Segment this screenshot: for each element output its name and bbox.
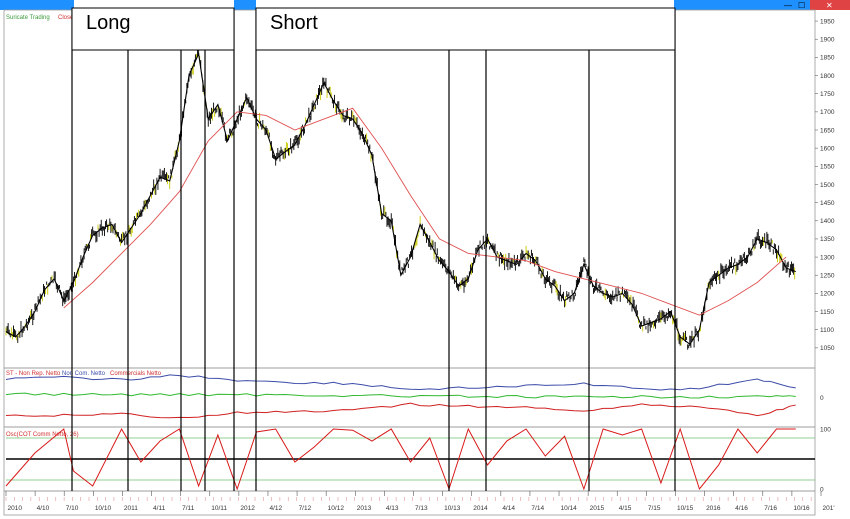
x-tick-label: 10/13 <box>444 505 461 512</box>
osc-tick-label: 100 <box>820 426 831 433</box>
x-tick-label: 2010 <box>8 505 23 512</box>
cot-zero-label: 0 <box>820 395 824 402</box>
x-tick-label: 10/15 <box>677 505 694 512</box>
y-tick-label: 1950 <box>820 18 835 25</box>
close-icon: ✕ <box>826 1 833 10</box>
long-label: Long <box>86 12 131 34</box>
y-tick-label: 1400 <box>820 218 835 225</box>
x-tick-label: 7/11 <box>182 505 195 512</box>
x-tick-label: 4/16 <box>735 505 748 512</box>
x-tick-label: 10/16 <box>793 505 810 512</box>
x-tick-label: 2016 <box>706 505 721 512</box>
x-tick-label: 10/12 <box>328 505 345 512</box>
time-axis: 2010 4/10 7/10 10/10 2011 4/11 7/11 10/11 2012 4/… <box>5 491 835 512</box>
title-bar-gap-left <box>74 0 234 10</box>
y-tick-label: 1750 <box>820 91 835 98</box>
x-tick-label: 4/13 <box>386 505 399 512</box>
y-tick-label: 1800 <box>820 73 835 80</box>
legend-osc: Osc(COT Comm Netto, 26) <box>6 432 79 438</box>
x-tick-label: 7/15 <box>648 505 661 512</box>
osc-tick-label: 0 <box>820 486 824 493</box>
x-tick-label: 7/14 <box>531 505 544 512</box>
maximize-button[interactable]: ☐ <box>798 1 805 10</box>
cot-series-layer: 0 <box>5 374 824 419</box>
legend-noncomm: Non Com. Netto <box>62 371 106 377</box>
x-tick-label: 10/10 <box>95 505 112 512</box>
cot-line-commercials-netto <box>5 402 796 419</box>
minimize-button[interactable]: — <box>784 1 792 10</box>
x-tick-label: 10/11 <box>211 505 227 512</box>
x-tick-label: 201' <box>823 505 835 512</box>
x-tick-label: 2013 <box>357 505 372 512</box>
x-tick-label: 7/10 <box>66 505 79 512</box>
y-tick-label: 1150 <box>820 309 834 316</box>
osc-series-layer: 0 100 <box>5 426 831 493</box>
close-button[interactable] <box>810 0 850 10</box>
x-tick-label: 4/12 <box>269 505 282 512</box>
cot-line-non-com-netto <box>5 374 796 391</box>
legend-nonrep: ST - Non Rep. Netto <box>6 371 61 377</box>
price-axis: 1050 1100 1150 1200 1250 1300 1350 1400 1450 1500… <box>815 18 835 352</box>
title-bar-gap-right <box>256 0 674 10</box>
cot-line-st-non-rep-netto <box>5 392 796 399</box>
x-tick-label: 4/10 <box>37 505 50 512</box>
short-label: Short <box>270 12 318 34</box>
long-banner <box>71 7 235 51</box>
y-tick-label: 1100 <box>820 327 834 334</box>
x-tick-label: 7/13 <box>415 505 428 512</box>
y-tick-label: 1050 <box>820 345 835 352</box>
y-tick-label: 1500 <box>820 182 835 189</box>
x-tick-label: 4/11 <box>153 505 166 512</box>
annotation-lines <box>71 10 676 491</box>
x-tick-label: 2015 <box>590 505 605 512</box>
short-banner <box>255 7 676 51</box>
y-tick-label: 1850 <box>820 55 835 62</box>
price-line <box>5 51 796 346</box>
y-tick-label: 1200 <box>820 291 835 298</box>
x-tick-label: 4/14 <box>502 505 515 512</box>
legend-commercials: Commercials Netto <box>110 371 162 377</box>
y-tick-label: 1300 <box>820 254 835 261</box>
y-tick-label: 1900 <box>820 37 835 44</box>
y-tick-label: 1450 <box>820 200 835 207</box>
y-tick-label: 1350 <box>820 236 835 243</box>
x-tick-label: 10/14 <box>561 505 578 512</box>
moving-average-line <box>63 107 787 316</box>
price-series-layer <box>5 50 796 350</box>
x-tick-label: 2014 <box>473 505 488 512</box>
x-tick-label: 2011 <box>124 505 138 512</box>
y-tick-label: 1650 <box>820 127 835 134</box>
osc-line <box>5 427 796 491</box>
y-tick-label: 1550 <box>820 164 835 171</box>
x-tick-label: 7/12 <box>299 505 312 512</box>
y-tick-label: 1250 <box>820 273 835 280</box>
time-axis-panel <box>3 490 816 516</box>
y-tick-label: 1600 <box>820 145 835 152</box>
y-tick-label: 1700 <box>820 109 835 116</box>
x-tick-label: 4/15 <box>619 505 632 512</box>
x-tick-label: 7/16 <box>764 505 777 512</box>
x-tick-label: 2012 <box>240 505 255 512</box>
legend-brand: Suricate Trading <box>6 15 50 21</box>
